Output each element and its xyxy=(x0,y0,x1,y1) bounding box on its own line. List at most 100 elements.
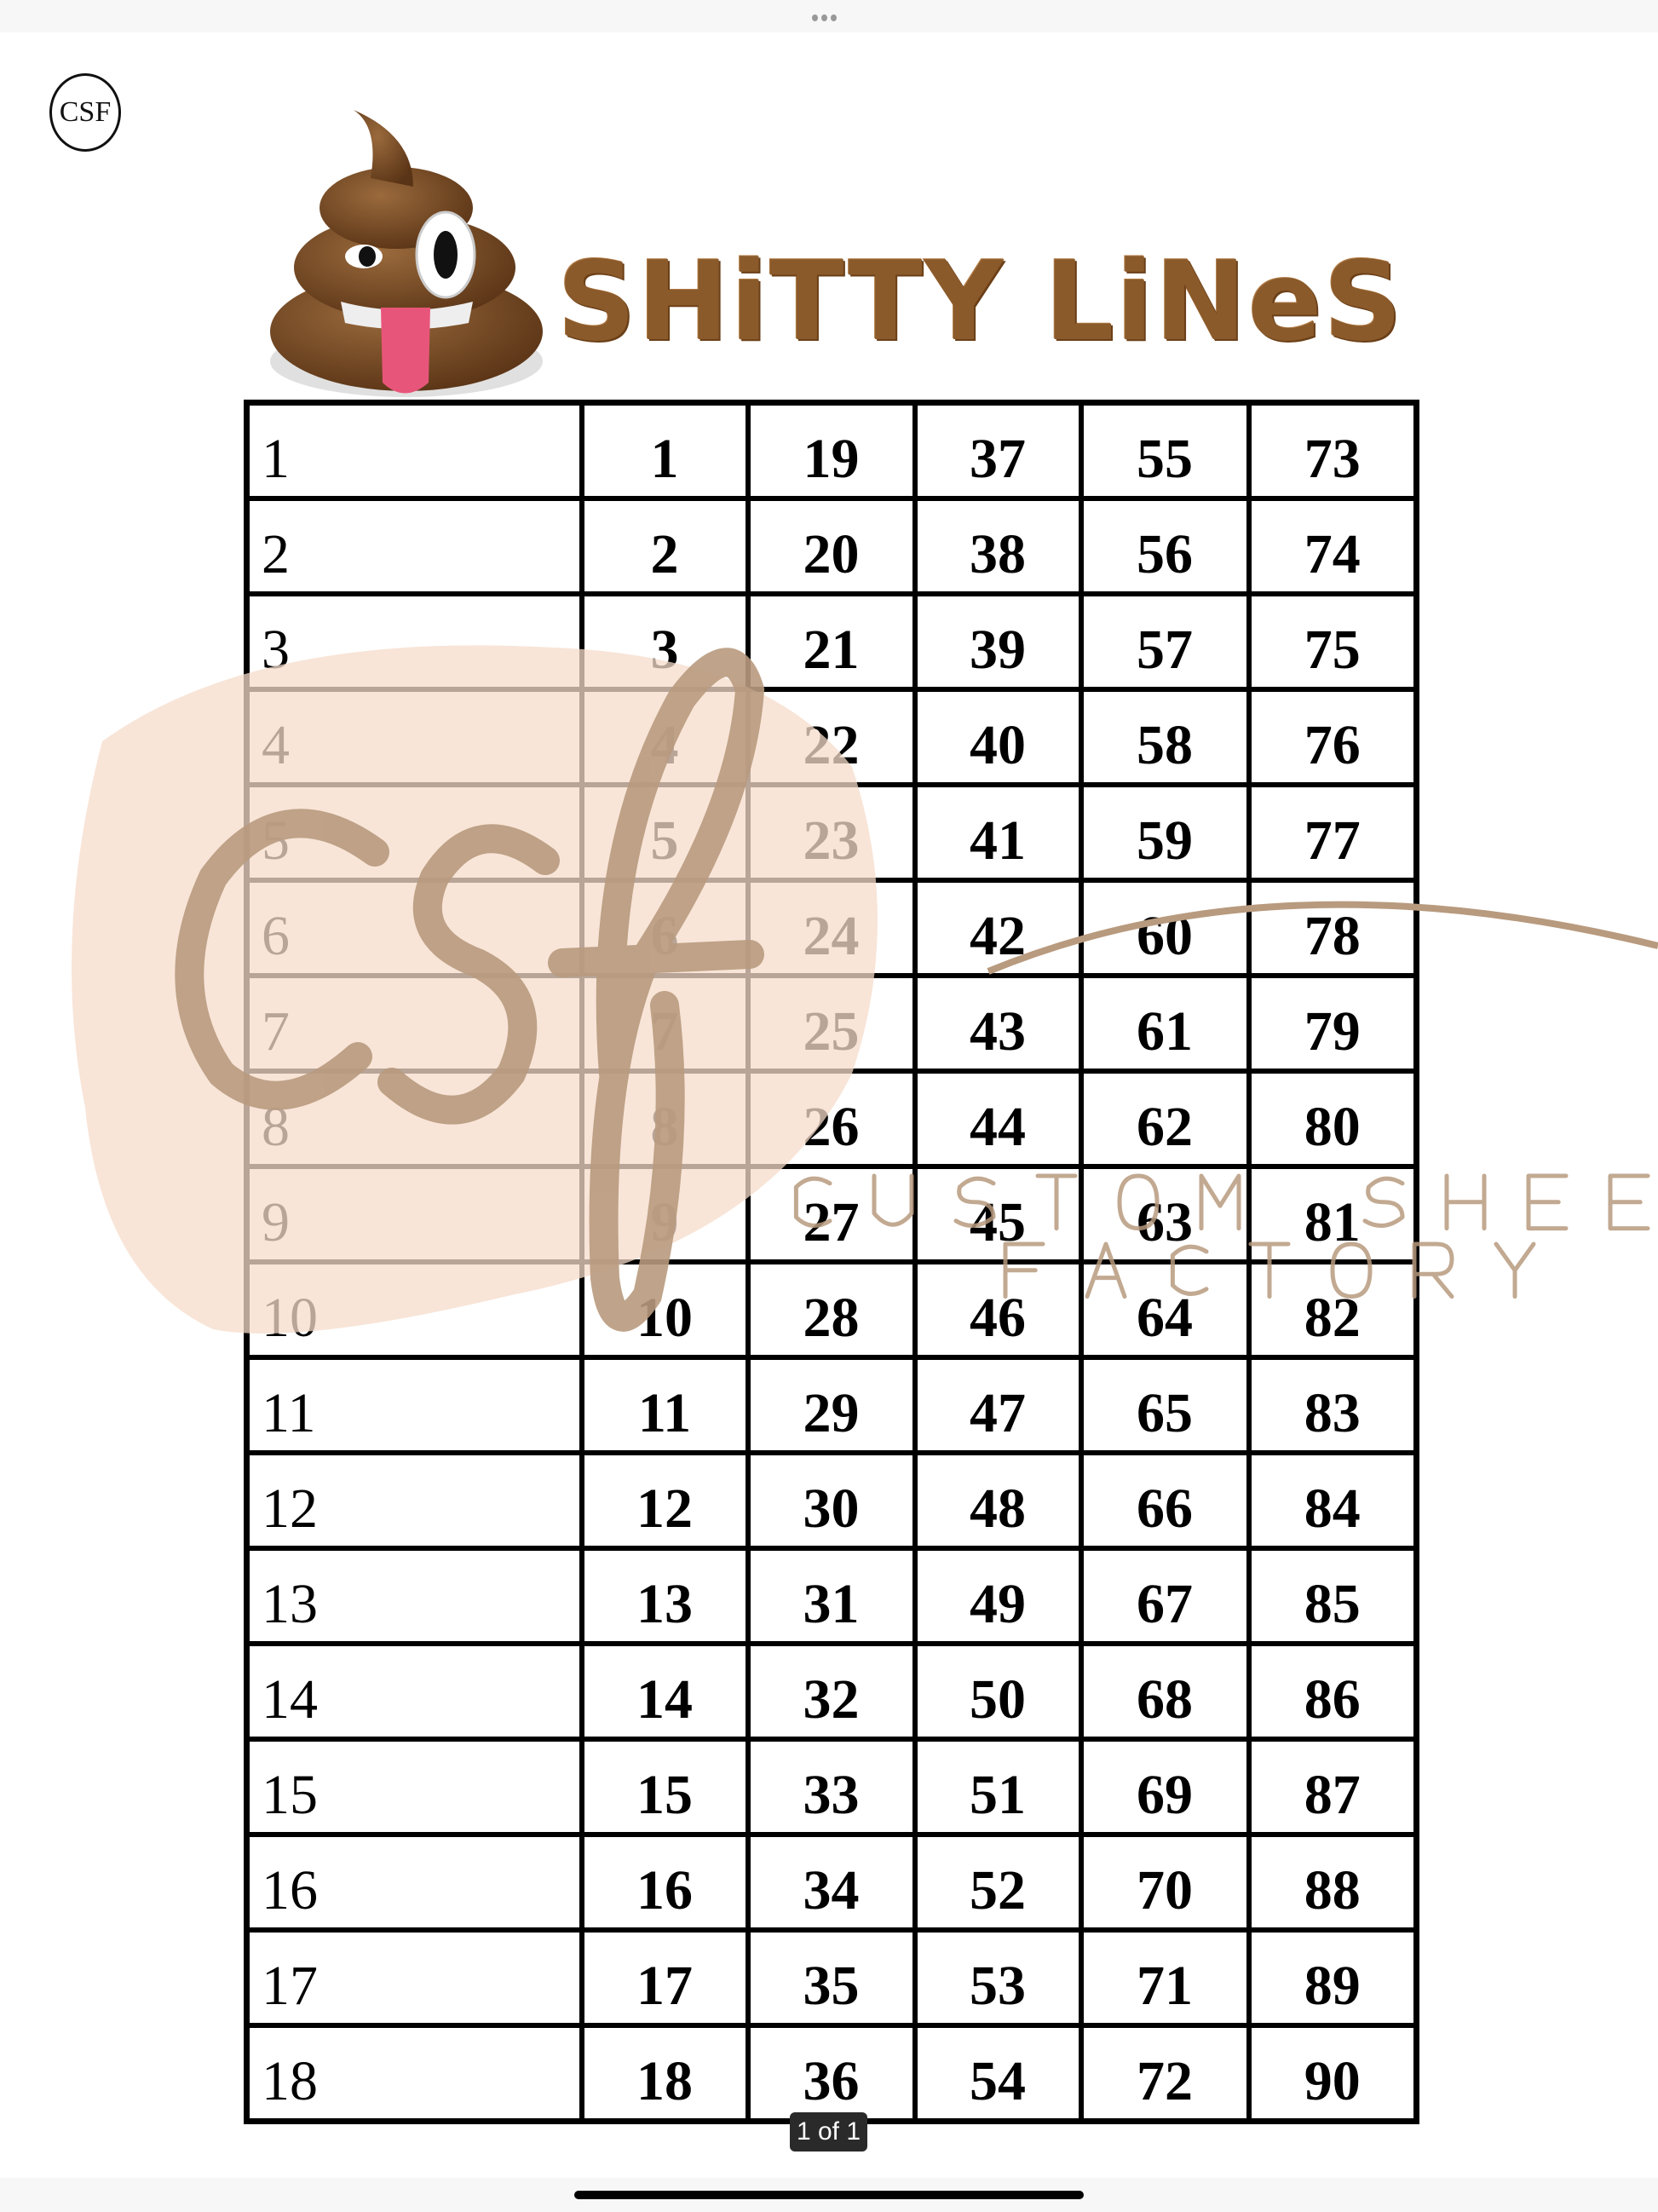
number-cell: 53 xyxy=(912,1927,1084,2028)
row-label: 18 xyxy=(244,2023,584,2124)
number-cell: 46 xyxy=(912,1259,1084,1360)
number-cell: 55 xyxy=(1078,400,1252,501)
number-cell: 25 xyxy=(745,973,918,1074)
table-row: 8 8 26 44 62 80 xyxy=(244,1069,1419,1169)
brand-logo-text: CSF xyxy=(59,96,112,128)
number-cell: 86 xyxy=(1246,1641,1419,1742)
number-cell: 75 xyxy=(1246,591,1419,692)
number-cell: 56 xyxy=(1078,496,1252,596)
number-cell: 78 xyxy=(1246,878,1419,978)
number-cell: 14 xyxy=(579,1641,751,1742)
number-cell: 80 xyxy=(1246,1069,1419,1169)
number-cell: 63 xyxy=(1078,1164,1252,1264)
number-cell: 60 xyxy=(1078,878,1252,978)
number-cell: 22 xyxy=(745,687,918,787)
table-row: 11 11 29 47 65 83 xyxy=(244,1355,1419,1455)
row-label: 7 xyxy=(244,973,584,1074)
number-cell: 3 xyxy=(579,591,751,692)
number-cell: 51 xyxy=(912,1737,1084,1837)
number-cell: 41 xyxy=(912,782,1084,883)
row-label: 12 xyxy=(244,1450,584,1551)
number-cell: 33 xyxy=(745,1737,918,1837)
table-row: 10 10 28 46 64 82 xyxy=(244,1259,1419,1360)
number-cell: 70 xyxy=(1078,1832,1252,1933)
number-cell: 28 xyxy=(745,1259,918,1360)
number-cell: 85 xyxy=(1246,1546,1419,1646)
number-cell: 1 xyxy=(579,400,751,501)
number-cell: 43 xyxy=(912,973,1084,1074)
number-cell: 16 xyxy=(579,1832,751,1933)
number-grid: 1 1 19 37 55 73 2 2 20 38 56 74 3 3 21 39 57 75 4 4 22 40 58 76… xyxy=(244,400,1419,2124)
number-cell: 48 xyxy=(912,1450,1084,1551)
number-cell: 67 xyxy=(1078,1546,1252,1646)
table-row: 18 18 36 54 72 90 xyxy=(244,2023,1419,2124)
table-row: 13 13 31 49 67 85 xyxy=(244,1546,1419,1646)
number-cell: 52 xyxy=(912,1832,1084,1933)
number-cell: 2 xyxy=(579,496,751,596)
poop-emoji-icon xyxy=(270,110,543,397)
number-cell: 6 xyxy=(579,878,751,978)
number-cell: 65 xyxy=(1078,1355,1252,1455)
number-cell: 35 xyxy=(745,1927,918,2028)
table-row: 4 4 22 40 58 76 xyxy=(244,687,1419,787)
number-cell: 5 xyxy=(579,782,751,883)
number-cell: 4 xyxy=(579,687,751,787)
row-label: 3 xyxy=(244,591,584,692)
number-cell: 90 xyxy=(1246,2023,1419,2124)
number-cell: 37 xyxy=(912,400,1084,501)
row-label: 14 xyxy=(244,1641,584,1742)
number-cell: 17 xyxy=(579,1927,751,2028)
row-label: 15 xyxy=(244,1737,584,1837)
number-cell: 20 xyxy=(745,496,918,596)
number-cell: 12 xyxy=(579,1450,751,1551)
table-row: 7 7 25 43 61 79 xyxy=(244,973,1419,1074)
watermark-letter xyxy=(1447,1176,1484,1229)
number-cell: 87 xyxy=(1246,1737,1419,1837)
table-row: 17 17 35 53 71 89 xyxy=(244,1927,1419,2028)
table-row: 15 15 33 51 69 87 xyxy=(244,1737,1419,1837)
number-cell: 21 xyxy=(745,591,918,692)
number-cell: 31 xyxy=(745,1546,918,1646)
page-indicator: 1 of 1 xyxy=(790,2112,867,2152)
home-indicator[interactable] xyxy=(574,2191,1084,2199)
number-cell: 59 xyxy=(1078,782,1252,883)
row-label: 1 xyxy=(244,400,584,501)
table-row: 14 14 32 50 68 86 xyxy=(244,1641,1419,1742)
row-label: 10 xyxy=(244,1259,584,1360)
number-cell: 79 xyxy=(1246,973,1419,1074)
number-cell: 73 xyxy=(1246,400,1419,501)
number-cell: 57 xyxy=(1078,591,1252,692)
number-cell: 50 xyxy=(912,1641,1084,1742)
more-dots-icon[interactable] xyxy=(812,14,837,21)
number-cell: 7 xyxy=(579,973,751,1074)
number-cell: 44 xyxy=(912,1069,1084,1169)
number-cell: 11 xyxy=(579,1355,751,1455)
watermark-letter xyxy=(1610,1176,1648,1229)
number-cell: 82 xyxy=(1246,1259,1419,1360)
number-cell: 76 xyxy=(1246,687,1419,787)
watermark-letter xyxy=(1528,1176,1566,1229)
number-cell: 42 xyxy=(912,878,1084,978)
row-label: 6 xyxy=(244,878,584,978)
number-cell: 39 xyxy=(912,591,1084,692)
number-cell: 84 xyxy=(1246,1450,1419,1551)
table-row: 1 1 19 37 55 73 xyxy=(244,400,1419,501)
number-cell: 81 xyxy=(1246,1164,1419,1264)
watermark-letter xyxy=(1414,1244,1452,1297)
number-cell: 49 xyxy=(912,1546,1084,1646)
row-label: 16 xyxy=(244,1832,584,1933)
number-cell: 58 xyxy=(1078,687,1252,787)
number-cell: 71 xyxy=(1078,1927,1252,2028)
table-row: 9 9 27 45 63 81 xyxy=(244,1164,1419,1264)
top-toolbar xyxy=(0,0,1658,32)
row-label: 13 xyxy=(244,1546,584,1646)
number-cell: 61 xyxy=(1078,973,1252,1074)
watermark-letter xyxy=(1496,1244,1534,1297)
number-cell: 26 xyxy=(745,1069,918,1169)
number-cell: 34 xyxy=(745,1832,918,1933)
row-label: 11 xyxy=(244,1355,584,1455)
number-cell: 88 xyxy=(1246,1832,1419,1933)
number-cell: 68 xyxy=(1078,1641,1252,1742)
row-label: 4 xyxy=(244,687,584,787)
number-cell: 66 xyxy=(1078,1450,1252,1551)
